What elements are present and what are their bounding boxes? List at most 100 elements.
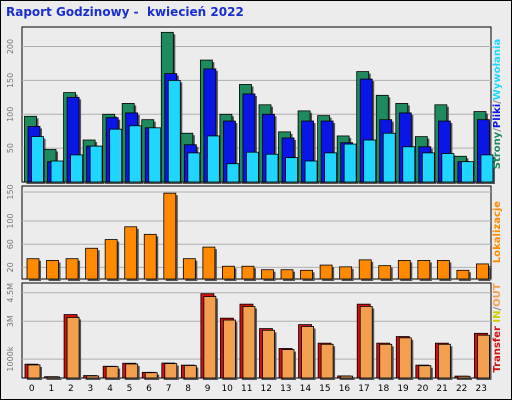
- bar-transfer-out-16-shadow: [342, 378, 355, 380]
- bar-transfer-out-21: [437, 343, 451, 379]
- bar-wywołania-19: [402, 146, 416, 183]
- bar-lokalizacje-4: [104, 239, 118, 280]
- bar-transfer-out-3-shadow: [88, 377, 101, 380]
- xtick-label: 7: [166, 384, 172, 394]
- bar-wywołania-12: [265, 153, 279, 183]
- bar-transfer-out-13: [281, 349, 295, 379]
- bar-transfer-out-7: [164, 363, 178, 379]
- xtick-label: 2: [68, 384, 74, 394]
- xtick-label: 13: [280, 384, 291, 394]
- requests-ytick-label: 150: [6, 73, 15, 88]
- bar-transfer-out-17: [359, 306, 373, 379]
- bar-lokalizacje-2: [65, 258, 79, 280]
- bar-wywołania-11: [246, 151, 259, 183]
- sites-ytick-label: 100: [6, 213, 15, 228]
- legend-requests: Strony/Pliki/Wywołania: [492, 39, 503, 169]
- bar-transfer-out-2: [66, 317, 80, 379]
- bar-lokalizacje-18: [378, 265, 392, 280]
- bar-lokalizacje-3: [85, 247, 99, 280]
- bar-lokalizacje-1: [46, 260, 59, 280]
- bar-wywołania-18: [382, 132, 396, 183]
- bar-wywołania-23: [480, 154, 494, 183]
- bar-lokalizacje-0: [26, 258, 40, 280]
- bar-transfer-out-9: [203, 296, 217, 379]
- transfer-ytick-label: 4.5M: [6, 283, 15, 303]
- requests-ytick-label: 200: [6, 39, 15, 54]
- bar-transfer-out-6: [144, 372, 158, 379]
- bar-wywołania-6: [148, 127, 162, 183]
- bar-transfer-out-22-shadow: [459, 378, 472, 380]
- sites-ytick-label: 150: [6, 184, 15, 199]
- bar-wywołania-17: [363, 139, 377, 183]
- bar-wywołania-14: [304, 160, 318, 183]
- bar-wywołania-5: [128, 125, 142, 183]
- xtick-label: 19: [397, 384, 409, 394]
- sites-ytick-label: 20: [6, 262, 15, 272]
- bar-wywołania-22: [461, 161, 474, 183]
- bar-wywołania-20: [421, 152, 435, 183]
- sites-plot-area: [21, 185, 492, 280]
- bar-lokalizacje-19: [397, 260, 411, 280]
- bar-lokalizacje-7: [163, 192, 177, 280]
- bar-transfer-out-19: [398, 337, 412, 379]
- bar-wywołania-0: [31, 136, 44, 183]
- bar-lokalizacje-5: [124, 226, 138, 280]
- transfer-ytick-label: 1000k: [6, 346, 15, 371]
- bar-transfer-out-15: [320, 343, 334, 379]
- bar-lokalizacje-17: [358, 259, 372, 280]
- sites-ytick-label: 60: [6, 239, 15, 249]
- xtick-label: 14: [300, 384, 312, 394]
- xtick-label: 18: [378, 384, 390, 394]
- bar-lokalizacje-15: [319, 264, 333, 280]
- bar-lokalizacje-13: [280, 269, 294, 280]
- xtick-label: 16: [339, 384, 351, 394]
- xtick-label: 8: [185, 384, 191, 394]
- bar-transfer-out-18: [379, 343, 393, 379]
- legend-transfer: Transfer IN/OUT: [492, 283, 503, 372]
- bar-lokalizacje-6: [143, 233, 157, 280]
- bar-transfer-out-0: [27, 364, 41, 379]
- transfer-ytick-label: 3M: [6, 315, 15, 327]
- bar-wywołania-13: [285, 157, 298, 183]
- bar-transfer-out-12: [262, 329, 275, 379]
- bar-lokalizacje-11: [241, 265, 255, 280]
- bar-transfer-out-10: [223, 319, 236, 379]
- xtick-label: 0: [29, 384, 35, 394]
- bar-lokalizacje-22: [456, 269, 470, 280]
- xtick-label: 10: [221, 384, 233, 394]
- bar-transfer-out-4: [105, 366, 119, 379]
- xtick-label: 17: [358, 384, 369, 394]
- requests-ytick-label: 100: [6, 107, 15, 122]
- requests-ytick-label: 50: [6, 143, 15, 153]
- legend-sites: Lokalizacje: [492, 201, 503, 263]
- xtick-label: 15: [319, 384, 330, 394]
- bar-lokalizacje-12: [261, 269, 274, 280]
- bar-wywołania-7: [167, 80, 181, 183]
- bar-transfer-out-16: [340, 375, 354, 379]
- bar-wywołania-16: [343, 143, 357, 183]
- bar-wywołania-3: [89, 145, 103, 183]
- bar-wywołania-1: [50, 160, 64, 183]
- bar-wywołania-8: [187, 152, 201, 183]
- xtick-label: 9: [205, 384, 211, 394]
- bar-wywołania-15: [324, 152, 338, 183]
- xtick-label: 11: [241, 384, 252, 394]
- bar-wywołania-21: [441, 153, 455, 183]
- bar-transfer-out-11: [242, 306, 256, 379]
- bar-wywołania-9: [206, 135, 220, 183]
- bar-transfer-out-8: [183, 365, 197, 379]
- bar-lokalizacje-8: [182, 258, 196, 280]
- bar-lokalizacje-10: [222, 265, 235, 280]
- bar-transfer-out-1: [47, 376, 60, 379]
- bar-transfer-out-14: [301, 326, 314, 379]
- bar-transfer-out-5: [125, 363, 139, 379]
- xtick-label: 22: [456, 384, 467, 394]
- bar-lokalizacje-21: [436, 260, 450, 280]
- bar-lokalizacje-14: [300, 269, 313, 280]
- xtick-label: 4: [107, 384, 113, 394]
- xtick-label: 3: [88, 384, 94, 394]
- bar-transfer-out-20: [418, 365, 432, 379]
- bar-transfer-out-3: [86, 375, 100, 379]
- bar-lokalizacje-23: [476, 263, 489, 280]
